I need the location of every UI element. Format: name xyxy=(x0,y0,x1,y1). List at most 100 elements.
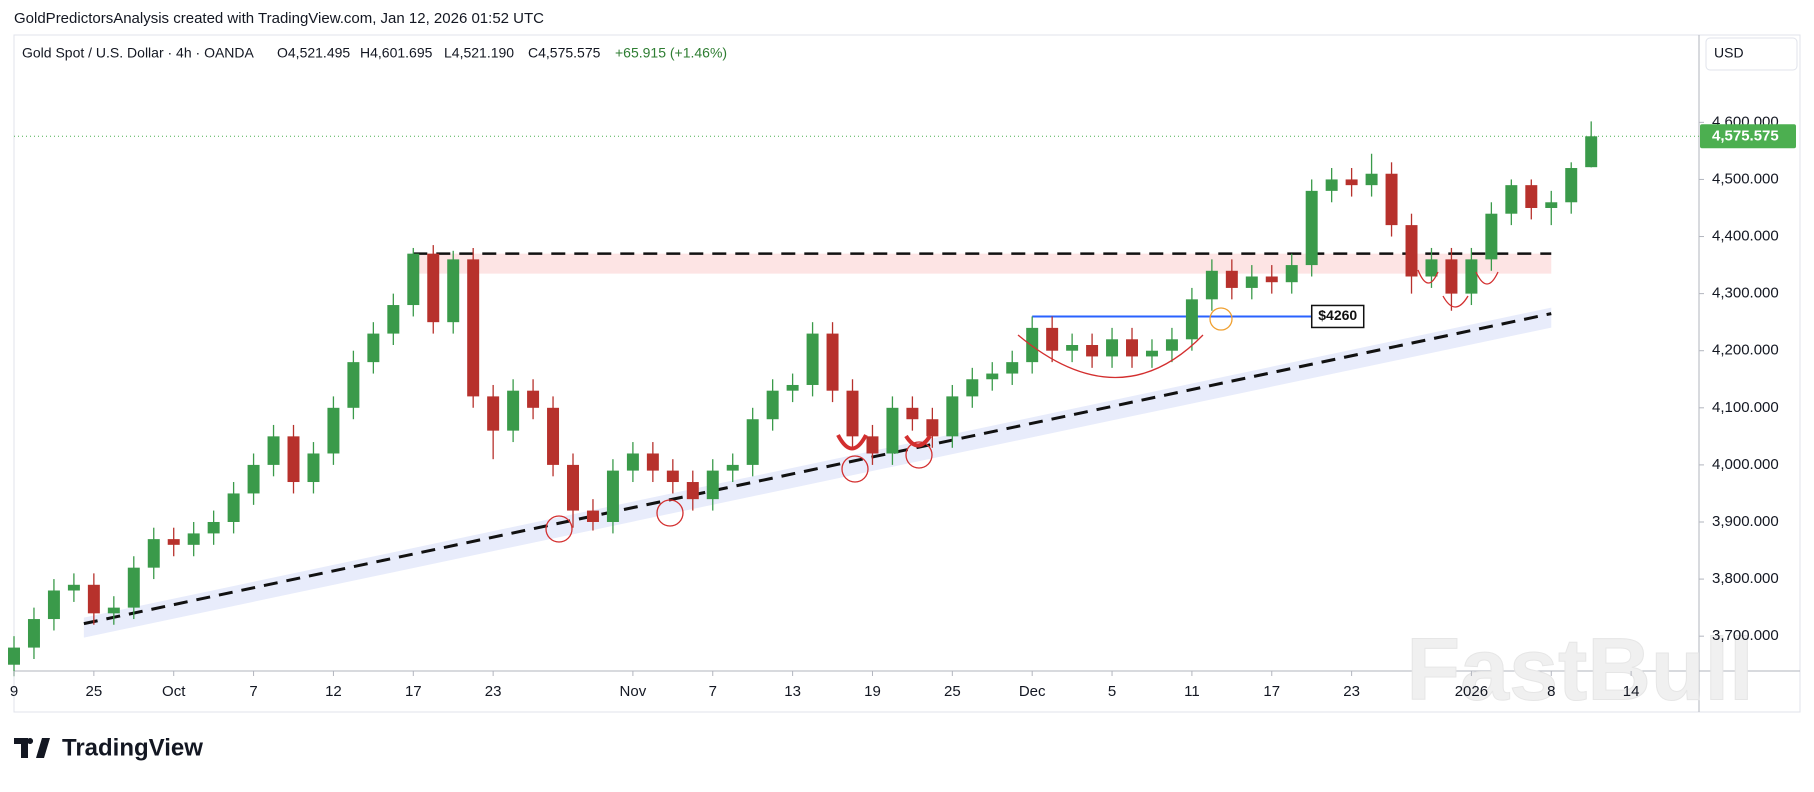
candle-body xyxy=(926,419,939,437)
x-tick-label: 11 xyxy=(1184,683,1200,700)
candle-body xyxy=(906,407,919,420)
candle-body xyxy=(467,259,480,397)
marker-circle xyxy=(841,455,869,483)
y-tick-label: 4,000.000 xyxy=(1712,456,1779,473)
candle-body xyxy=(706,470,719,500)
ohlc-open: O4,521.495 xyxy=(277,45,350,61)
candle-body xyxy=(1465,259,1478,294)
candle-body xyxy=(387,305,400,334)
candle-body xyxy=(786,384,799,391)
candle-body xyxy=(986,373,999,380)
bottom-arc xyxy=(904,434,932,448)
last-price-label: 4,575.575 xyxy=(1712,127,1779,144)
bottom-arc xyxy=(836,434,868,451)
candle-body xyxy=(1225,270,1238,288)
candle-body xyxy=(1285,265,1298,283)
candle-body xyxy=(1046,327,1059,351)
candle-body xyxy=(866,436,879,454)
candle-body xyxy=(27,619,40,648)
currency: USD xyxy=(1714,45,1744,61)
x-tick-label: 25 xyxy=(944,683,961,700)
x-tick-label: 7 xyxy=(709,683,717,700)
candle-body xyxy=(1565,168,1578,203)
change: +65.915 (+1.46%) xyxy=(615,45,727,61)
candle-body xyxy=(447,259,460,323)
y-tick-label: 4,400.000 xyxy=(1712,228,1779,245)
x-tick-label: 23 xyxy=(1343,683,1360,700)
x-tick-label: 25 xyxy=(86,683,103,700)
candle-body xyxy=(147,539,160,568)
candle-body xyxy=(227,493,240,522)
candle-body xyxy=(267,436,280,465)
x-tick-label: 17 xyxy=(1263,683,1280,700)
candle-body xyxy=(407,253,420,306)
candle-body xyxy=(527,390,540,408)
resistance-zone xyxy=(413,253,1552,274)
candle-body xyxy=(8,647,20,665)
candle-body xyxy=(1185,299,1198,340)
small-arc xyxy=(1475,271,1499,285)
candle-body xyxy=(686,482,699,500)
credit: GoldPredictorsAnalysis created with Trad… xyxy=(14,10,544,27)
x-tick-label: 17 xyxy=(405,683,422,700)
candle-body xyxy=(1006,362,1019,374)
x-tick-label: Oct xyxy=(162,683,186,700)
x-tick-label: 2026 xyxy=(1455,683,1488,700)
candle-body xyxy=(1126,339,1138,357)
ohlc-high: H4,601.695 xyxy=(360,45,433,61)
candle-body xyxy=(287,436,300,483)
candle-body xyxy=(187,533,200,545)
small-arc xyxy=(1417,269,1439,284)
candle-body xyxy=(1425,259,1438,277)
candle-body xyxy=(946,396,959,437)
candle-body xyxy=(487,396,500,431)
candle-body xyxy=(127,567,140,608)
breakout-label-box xyxy=(1310,304,1365,329)
x-tick-label: 19 xyxy=(864,683,881,700)
x-tick-label: 5 xyxy=(1108,683,1116,700)
candle-body xyxy=(1365,173,1378,186)
ohlc-low: L4,521.190 xyxy=(444,45,514,61)
candle-body xyxy=(626,453,639,471)
y-tick-label: 4,100.000 xyxy=(1712,399,1779,416)
candle-body xyxy=(67,584,80,591)
candle-body xyxy=(1525,185,1538,208)
candle-body xyxy=(1086,345,1099,357)
candle-body xyxy=(1066,345,1079,351)
x-tick-label: 12 xyxy=(325,683,342,700)
logo-mark xyxy=(14,738,50,758)
candle-body xyxy=(1026,327,1039,363)
candle-body xyxy=(1245,276,1258,288)
candle-body xyxy=(1145,350,1158,357)
small-arc xyxy=(1442,295,1469,308)
candle-body xyxy=(47,590,60,620)
marker-circle xyxy=(545,515,573,543)
watermark: FastBull xyxy=(1406,619,1753,718)
candle-body xyxy=(507,390,520,431)
candle-body xyxy=(1585,136,1598,168)
candle-body xyxy=(1385,173,1398,226)
candle-body xyxy=(87,584,100,614)
candle-body xyxy=(167,539,180,545)
candle-body xyxy=(966,379,979,397)
marker-circle xyxy=(905,441,933,469)
candle-body xyxy=(666,470,679,483)
candle-body xyxy=(327,407,340,454)
symbol: Gold Spot / U.S. Dollar · 4h · OANDA xyxy=(22,45,255,61)
candle-body xyxy=(1445,259,1458,294)
x-tick-label: 7 xyxy=(249,683,257,700)
y-tick-label: 4,200.000 xyxy=(1712,342,1779,359)
candle-body xyxy=(367,333,380,363)
candle-body xyxy=(1205,270,1218,300)
candle-body xyxy=(1545,202,1558,208)
candle-body xyxy=(1106,339,1119,357)
y-tick-label: 3,700.000 xyxy=(1712,627,1779,644)
candle-body xyxy=(347,362,360,408)
x-tick-label: 9 xyxy=(10,683,18,700)
trendline xyxy=(83,312,1552,626)
brand-logo: TradingView xyxy=(14,734,203,761)
candle-body xyxy=(427,253,440,323)
currency-button[interactable] xyxy=(1705,37,1798,71)
